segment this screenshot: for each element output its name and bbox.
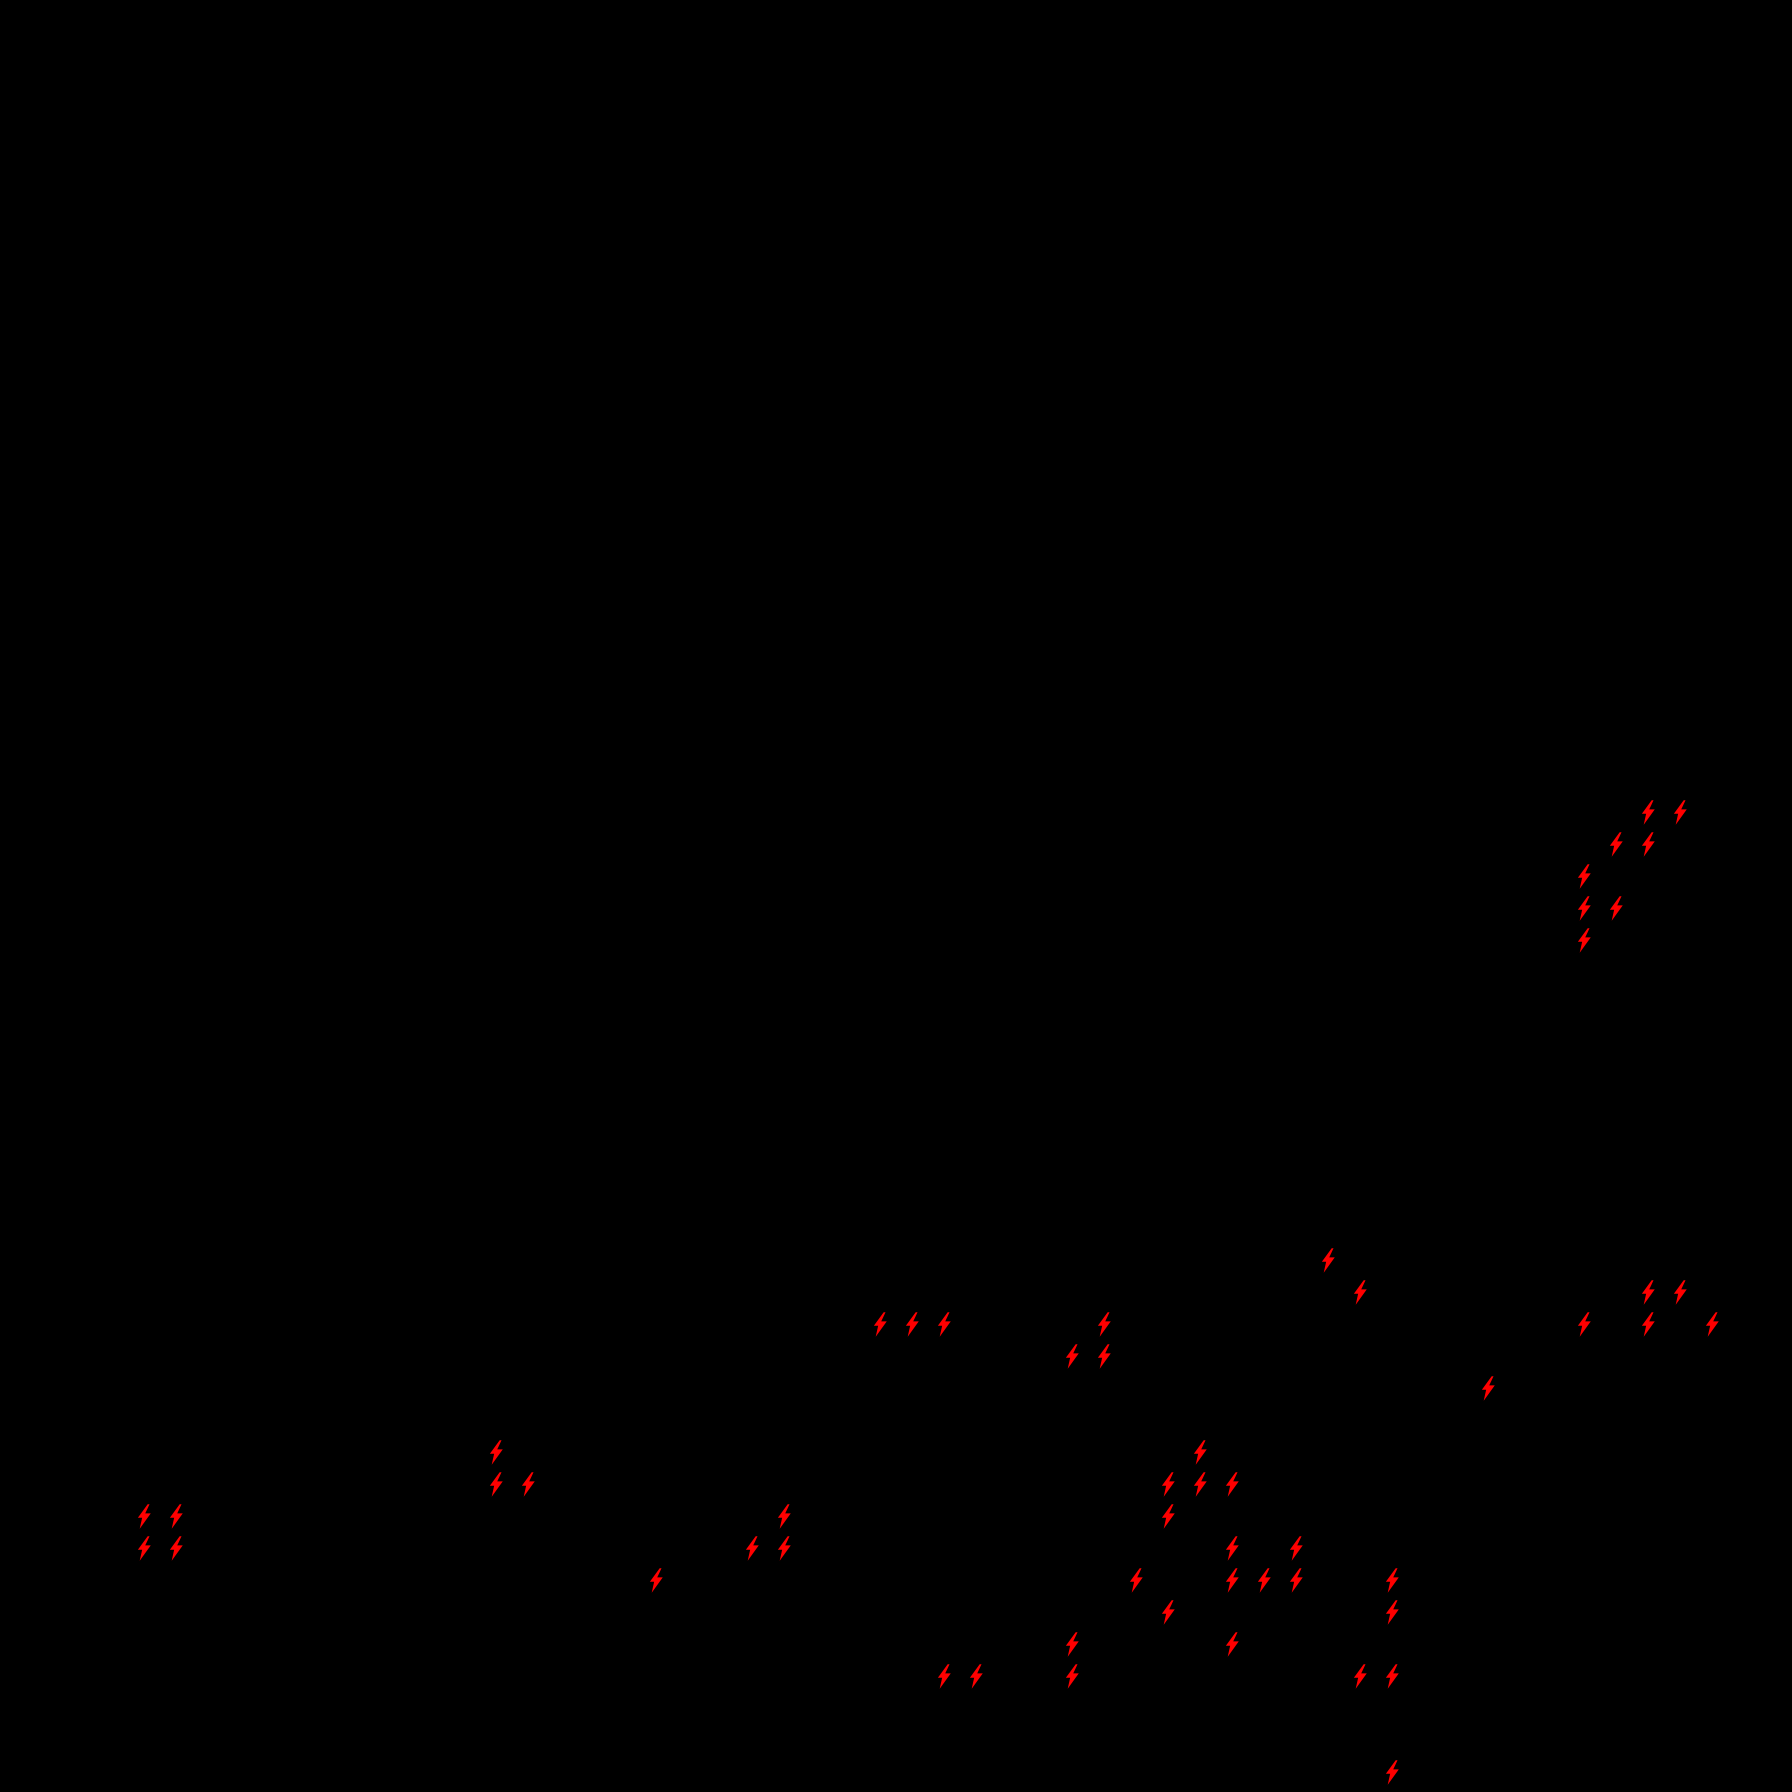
lightning-bolt-icon bbox=[1222, 1471, 1242, 1498]
lightning-bolt-icon bbox=[166, 1535, 186, 1562]
lightning-bolt-icon bbox=[1190, 1471, 1210, 1498]
lightning-bolt-icon bbox=[1318, 1247, 1338, 1274]
lightning-bolt-icon bbox=[1478, 1375, 1498, 1402]
lightning-bolt-icon bbox=[1126, 1567, 1146, 1594]
lightning-bolt-icon bbox=[934, 1311, 954, 1338]
lightning-bolt-icon bbox=[1638, 1311, 1658, 1338]
lightning-bolt-icon bbox=[1094, 1343, 1114, 1370]
lightning-bolt-icon bbox=[486, 1471, 506, 1498]
lightning-bolt-icon bbox=[486, 1439, 506, 1466]
lightning-bolt-icon bbox=[934, 1663, 954, 1690]
lightning-bolt-icon bbox=[166, 1503, 186, 1530]
lightning-bolt-icon bbox=[1286, 1567, 1306, 1594]
lightning-bolt-icon bbox=[1286, 1535, 1306, 1562]
lightning-bolt-icon bbox=[1062, 1631, 1082, 1658]
lightning-bolt-icon bbox=[518, 1471, 538, 1498]
lightning-bolt-icon bbox=[902, 1311, 922, 1338]
lightning-bolt-icon bbox=[1158, 1503, 1178, 1530]
lightning-bolt-icon bbox=[1222, 1631, 1242, 1658]
lightning-bolt-icon bbox=[1158, 1599, 1178, 1626]
lightning-bolt-icon bbox=[1350, 1279, 1370, 1306]
lightning-bolt-icon bbox=[774, 1503, 794, 1530]
lightning-bolt-icon bbox=[1190, 1439, 1210, 1466]
lightning-bolt-icon bbox=[1062, 1663, 1082, 1690]
lightning-bolt-icon bbox=[1574, 895, 1594, 922]
lightning-bolt-icon bbox=[646, 1567, 666, 1594]
lightning-bolt-icon bbox=[1382, 1599, 1402, 1626]
lightning-bolt-icon bbox=[1062, 1343, 1082, 1370]
lightning-bolt-icon bbox=[1382, 1759, 1402, 1786]
lightning-bolt-icon bbox=[1638, 831, 1658, 858]
lightning-bolt-icon bbox=[1222, 1535, 1242, 1562]
lightning-bolt-icon bbox=[1094, 1311, 1114, 1338]
lightning-bolt-icon bbox=[1702, 1311, 1722, 1338]
lightning-bolt-icon bbox=[1670, 799, 1690, 826]
lightning-bolt-icon bbox=[1574, 1311, 1594, 1338]
lightning-bolt-icon bbox=[774, 1535, 794, 1562]
lightning-bolt-icon bbox=[1638, 1279, 1658, 1306]
lightning-bolt-icon bbox=[1606, 895, 1626, 922]
lightning-bolt-icon bbox=[1158, 1471, 1178, 1498]
lightning-bolt-icon bbox=[1254, 1567, 1274, 1594]
lightning-bolt-icon bbox=[134, 1535, 154, 1562]
lightning-bolt-icon bbox=[1638, 799, 1658, 826]
lightning-bolt-icon bbox=[134, 1503, 154, 1530]
lightning-bolt-icon bbox=[1606, 831, 1626, 858]
lightning-bolt-icon bbox=[1350, 1663, 1370, 1690]
lightning-bolt-icon bbox=[1222, 1567, 1242, 1594]
lightning-bolt-icon bbox=[1574, 863, 1594, 890]
lightning-bolt-icon bbox=[1382, 1567, 1402, 1594]
lightning-bolt-icon bbox=[1382, 1663, 1402, 1690]
lightning-bolt-icon bbox=[742, 1535, 762, 1562]
lightning-bolt-icon bbox=[1574, 927, 1594, 954]
lightning-bolt-icon bbox=[966, 1663, 986, 1690]
lightning-bolt-icon bbox=[870, 1311, 890, 1338]
lightning-bolt-icon bbox=[1670, 1279, 1690, 1306]
